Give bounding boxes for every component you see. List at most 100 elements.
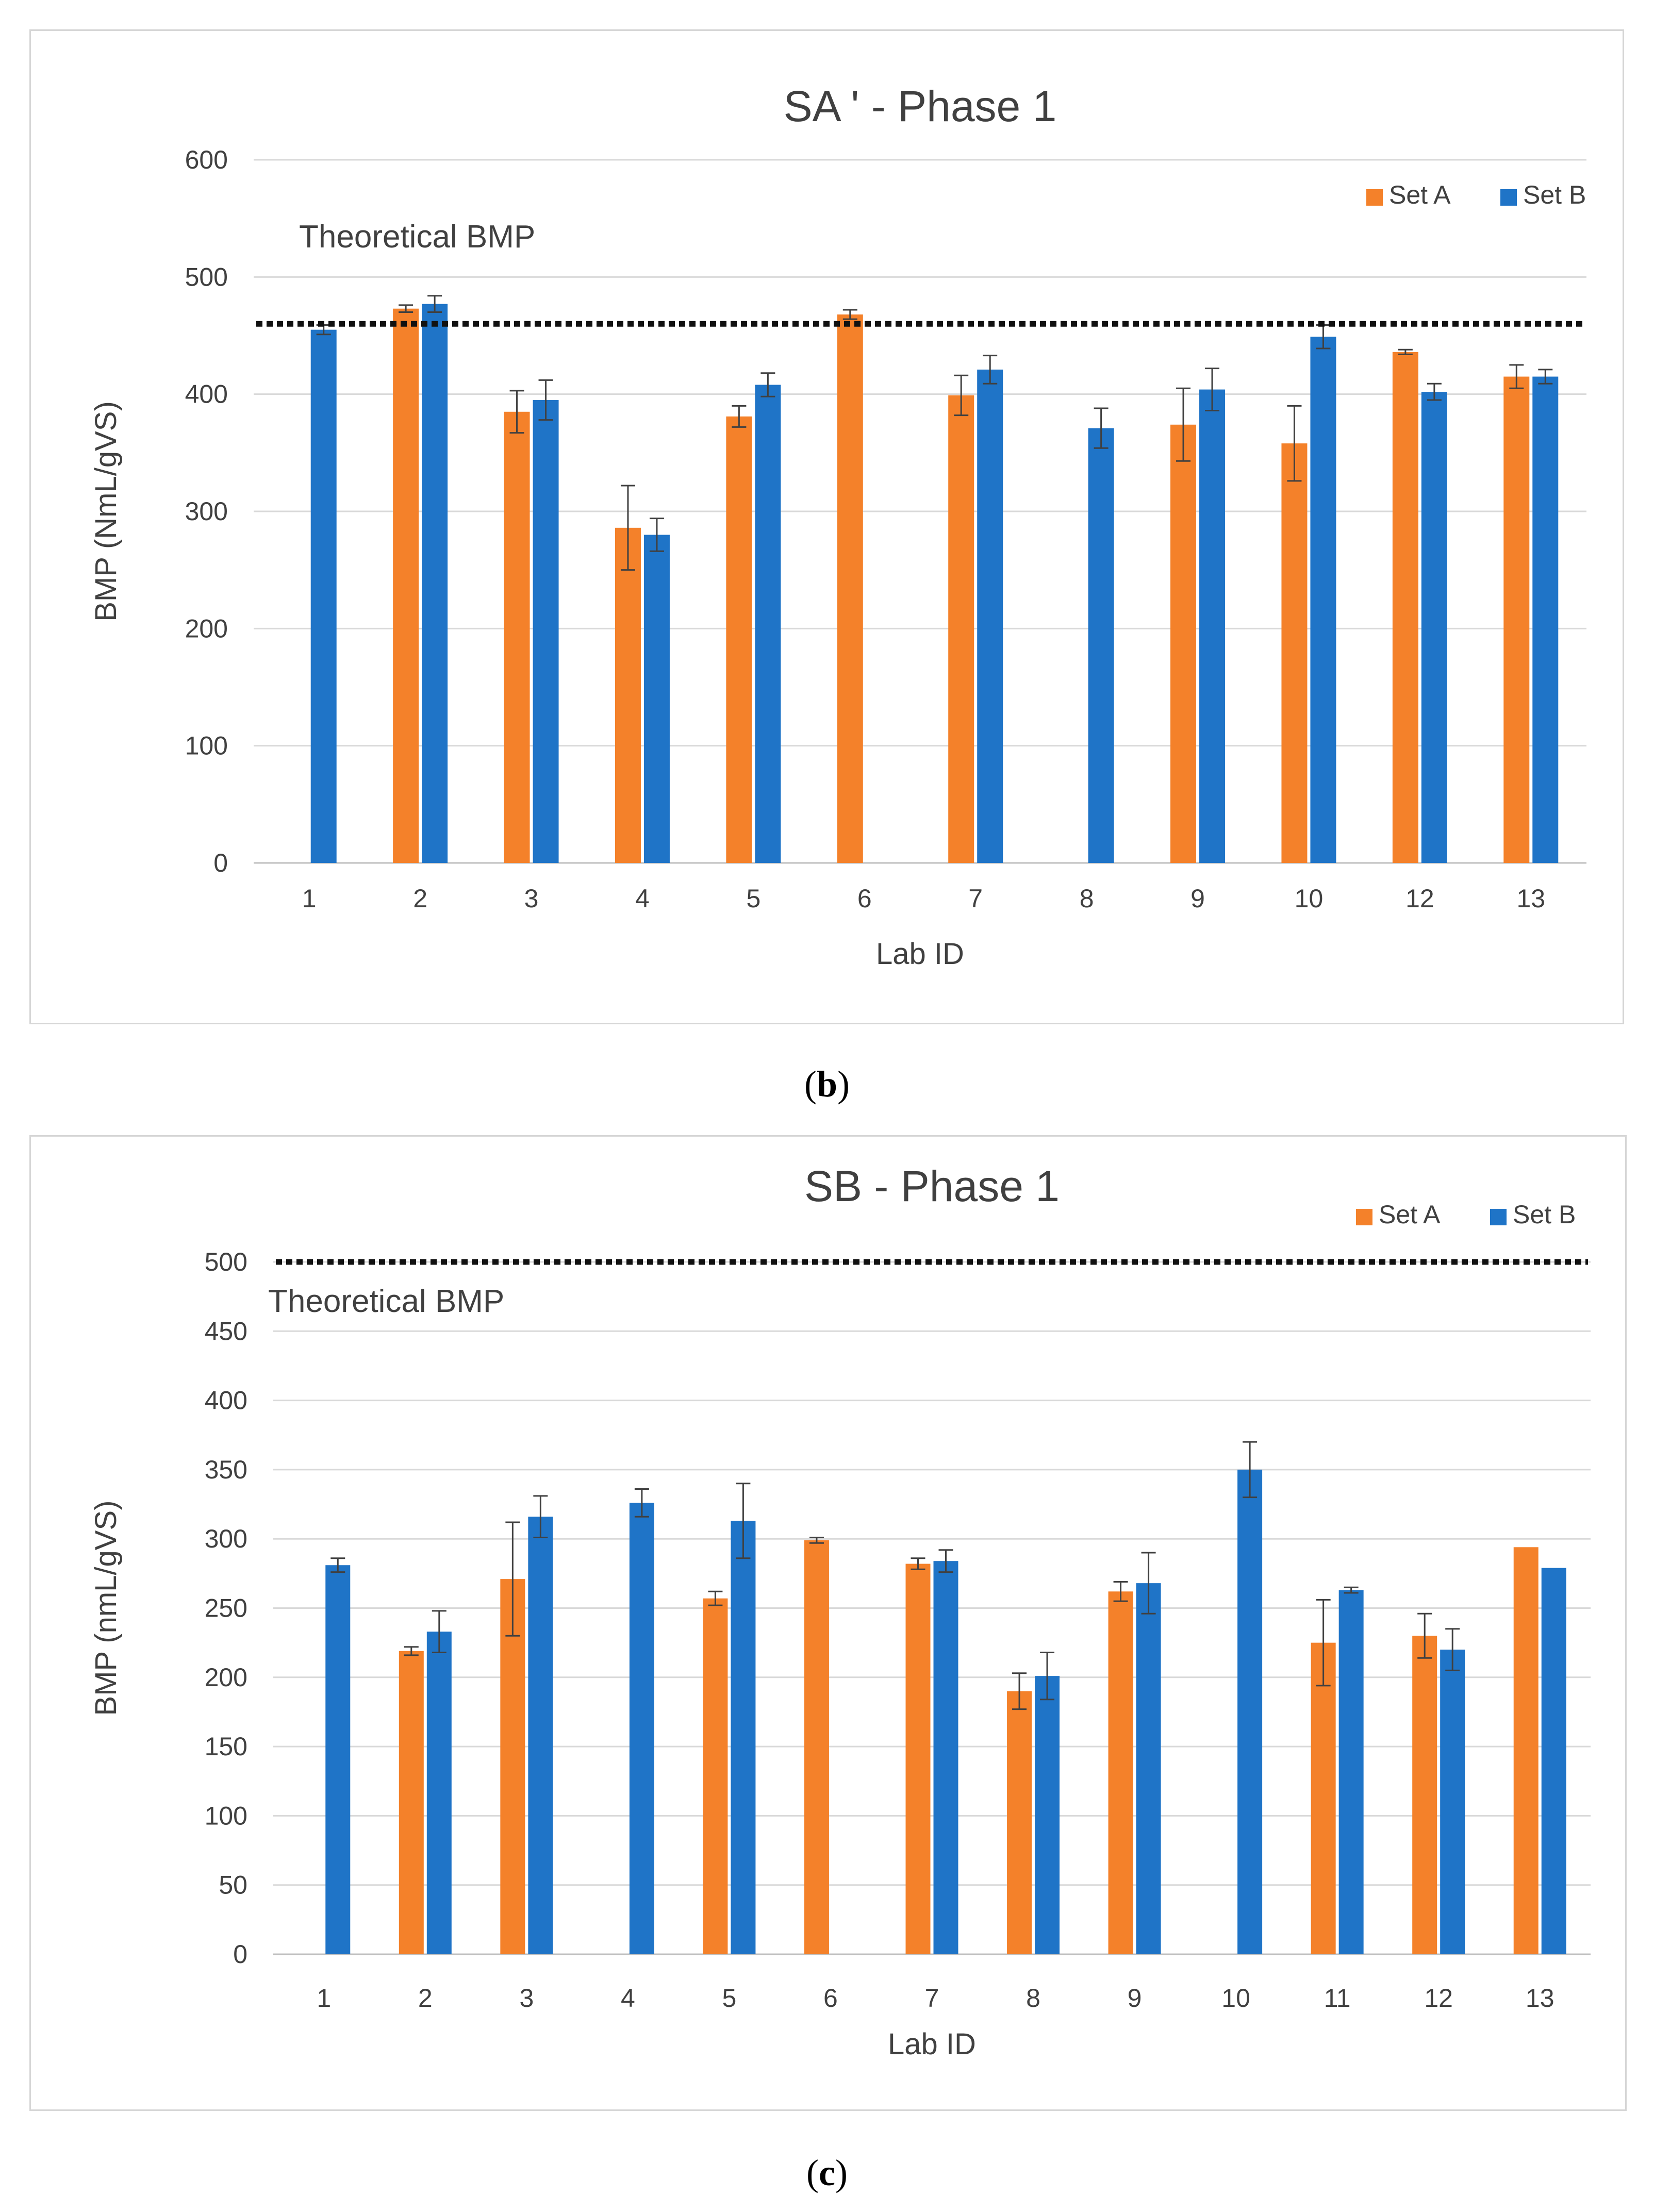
- bar-set-b: [1199, 389, 1226, 863]
- caption-b-label: b: [816, 1063, 838, 1105]
- bar-set-a: [1108, 1591, 1133, 1954]
- bar-set-b: [1338, 1590, 1364, 1954]
- bar-set-a: [1392, 352, 1418, 863]
- x-tick-label: 13: [1526, 1984, 1554, 2013]
- caption-c: (c): [806, 2152, 848, 2193]
- y-tick-label: 450: [205, 1317, 247, 1345]
- bar-set-a: [504, 411, 530, 863]
- bar-set-a: [1281, 443, 1308, 863]
- legend-swatch: [1366, 189, 1383, 206]
- bar-set-b: [1541, 1568, 1566, 1954]
- bar-set-a: [615, 527, 641, 863]
- x-tick-label: 9: [1190, 884, 1205, 913]
- y-tick-label: 500: [205, 1248, 247, 1276]
- y-tick-label: 500: [185, 262, 228, 291]
- x-tick-label: 3: [519, 1984, 534, 2013]
- y-axis-label: BMP (NmL/gVS): [89, 401, 123, 622]
- legend-label: Set B: [1523, 180, 1586, 209]
- x-tick-label: 3: [524, 884, 539, 913]
- y-tick-label: 0: [233, 1940, 247, 1969]
- x-axis-label: Lab ID: [888, 2027, 976, 2061]
- bar-set-a: [905, 1564, 931, 1954]
- x-tick-label: 10: [1221, 1984, 1250, 2013]
- bar-set-b: [1310, 337, 1336, 863]
- bar-set-a: [399, 1651, 424, 1954]
- x-tick-label: 2: [418, 1984, 433, 2013]
- y-tick-label: 100: [205, 1801, 247, 1830]
- x-axis-label: Lab ID: [876, 937, 964, 971]
- chart-c: SB - Phase 1 0 50 100 150 200 250 300 350 400 450 5…: [89, 1162, 1591, 2061]
- x-tick-label: 12: [1405, 884, 1434, 913]
- chart-b: SA ' - Phase 1 0 100 200 300 400 500 600 BMP (Nm…: [89, 82, 1586, 971]
- y-tick-label: 200: [205, 1663, 247, 1692]
- bar-set-b: [1136, 1583, 1161, 1954]
- y-tick-label: 200: [185, 614, 228, 643]
- bar-set-b: [528, 1517, 553, 1954]
- bar-set-a: [948, 395, 974, 863]
- x-tick-label: 7: [968, 884, 983, 913]
- x-tick-label: 5: [722, 1984, 737, 2013]
- theoretical-bmp-label: Theoretical BMP: [268, 1284, 504, 1319]
- x-tick-label: 1: [302, 884, 317, 913]
- caption-c-label: c: [819, 2152, 835, 2193]
- y-tick-label: 50: [219, 1871, 247, 1900]
- bar-set-b: [533, 400, 559, 863]
- y-tick-label: 300: [185, 497, 228, 526]
- y-tick-label: 250: [205, 1594, 247, 1623]
- y-tick-label: 150: [205, 1732, 247, 1761]
- legend-swatch: [1490, 1209, 1507, 1225]
- chart-title: SA ' - Phase 1: [784, 82, 1057, 130]
- bar-set-b: [1088, 428, 1114, 863]
- x-tick-label: 4: [635, 884, 650, 913]
- y-tick-label: 0: [213, 849, 228, 877]
- bar-set-a: [1513, 1547, 1539, 1954]
- bar-set-b: [755, 385, 781, 863]
- y-tick-label: 300: [205, 1524, 247, 1553]
- x-tick-label: 6: [823, 1984, 838, 2013]
- chart-panel-b: SA ' - Phase 1 0 100 200 300 400 500 600 BMP (Nm…: [29, 29, 1624, 1024]
- x-tick-label: 13: [1516, 884, 1545, 913]
- x-tick-label: 7: [925, 1984, 939, 2013]
- x-tick-label: 6: [857, 884, 872, 913]
- x-tick-label: 10: [1295, 884, 1324, 913]
- legend-label: Set B: [1513, 1200, 1576, 1229]
- bar-set-b: [325, 1565, 351, 1954]
- x-tick-label: 9: [1128, 1984, 1142, 2013]
- bar-set-a: [1412, 1636, 1437, 1954]
- x-tick-label: 8: [1080, 884, 1094, 913]
- theoretical-bmp-label: Theoretical BMP: [299, 219, 535, 255]
- bar-set-a: [500, 1579, 525, 1954]
- bar-set-b: [310, 329, 337, 863]
- legend-swatch: [1500, 189, 1517, 206]
- x-tick-label: 1: [317, 1984, 331, 2013]
- bar-set-a: [393, 308, 419, 863]
- y-tick-label: 600: [185, 145, 228, 174]
- x-tick-label: 4: [621, 1984, 635, 2013]
- bar-set-b: [1532, 376, 1559, 863]
- bar-set-b: [629, 1503, 654, 1954]
- y-tick-label: 400: [185, 380, 228, 409]
- x-tick-label: 11: [1324, 1984, 1351, 2013]
- bar-set-a: [1311, 1642, 1336, 1954]
- legend-label: Set A: [1379, 1200, 1441, 1229]
- bar-set-b: [1440, 1650, 1465, 1954]
- bar-set-b: [643, 535, 670, 863]
- bar-set-a: [1503, 376, 1530, 863]
- y-tick-label: 100: [185, 731, 228, 760]
- bar-set-b: [731, 1521, 756, 1954]
- chart-title: SB - Phase 1: [804, 1162, 1060, 1210]
- bar-set-b: [1035, 1676, 1060, 1954]
- x-tick-label: 5: [746, 884, 760, 913]
- x-tick-label: 2: [413, 884, 427, 913]
- bar-set-a: [726, 416, 752, 863]
- y-tick-label: 350: [205, 1455, 247, 1484]
- bar-set-a: [1007, 1691, 1032, 1954]
- bar-set-a: [1170, 424, 1197, 863]
- y-tick-label: 400: [205, 1386, 247, 1415]
- caption-b: (b): [804, 1063, 850, 1105]
- y-axis-label: BMP (nmL/gVS): [89, 1501, 123, 1716]
- bar-set-b: [933, 1561, 958, 1954]
- chart-panel-c: SB - Phase 1 0 50 100 150 200 250 300 350 400 450 5…: [29, 1135, 1627, 2111]
- x-tick-label: 12: [1424, 1984, 1453, 2013]
- bar-set-b: [1421, 392, 1447, 863]
